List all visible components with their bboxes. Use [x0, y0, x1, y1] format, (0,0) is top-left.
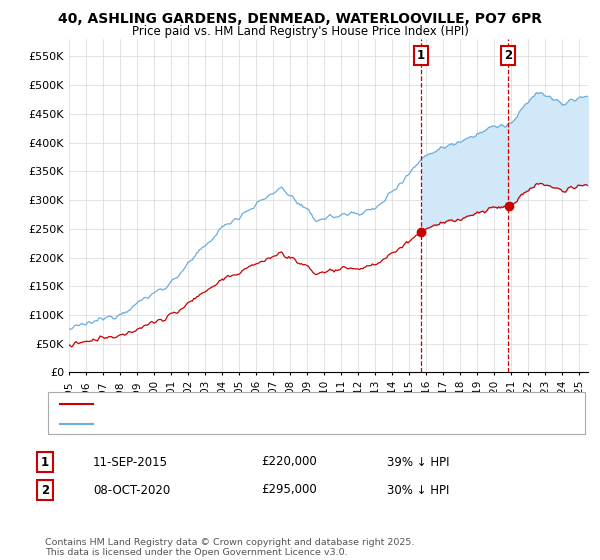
Text: 2: 2 [504, 49, 512, 62]
Text: £295,000: £295,000 [261, 483, 317, 497]
Text: £220,000: £220,000 [261, 455, 317, 469]
Text: Price paid vs. HM Land Registry's House Price Index (HPI): Price paid vs. HM Land Registry's House … [131, 25, 469, 38]
Text: Contains HM Land Registry data © Crown copyright and database right 2025.
This d: Contains HM Land Registry data © Crown c… [45, 538, 415, 557]
Text: 1: 1 [417, 49, 425, 62]
Text: 40, ASHLING GARDENS, DENMEAD, WATERLOOVILLE, PO7 6PR (semi-detached house): 40, ASHLING GARDENS, DENMEAD, WATERLOOVI… [102, 399, 549, 409]
Text: 2: 2 [41, 483, 49, 497]
Text: 11-SEP-2015: 11-SEP-2015 [93, 455, 168, 469]
Text: 1: 1 [41, 455, 49, 469]
Text: 30% ↓ HPI: 30% ↓ HPI [387, 483, 449, 497]
Text: HPI: Average price, semi-detached house, Winchester: HPI: Average price, semi-detached house,… [102, 418, 382, 428]
Text: 39% ↓ HPI: 39% ↓ HPI [387, 455, 449, 469]
Text: 08-OCT-2020: 08-OCT-2020 [93, 483, 170, 497]
Text: 40, ASHLING GARDENS, DENMEAD, WATERLOOVILLE, PO7 6PR: 40, ASHLING GARDENS, DENMEAD, WATERLOOVI… [58, 12, 542, 26]
